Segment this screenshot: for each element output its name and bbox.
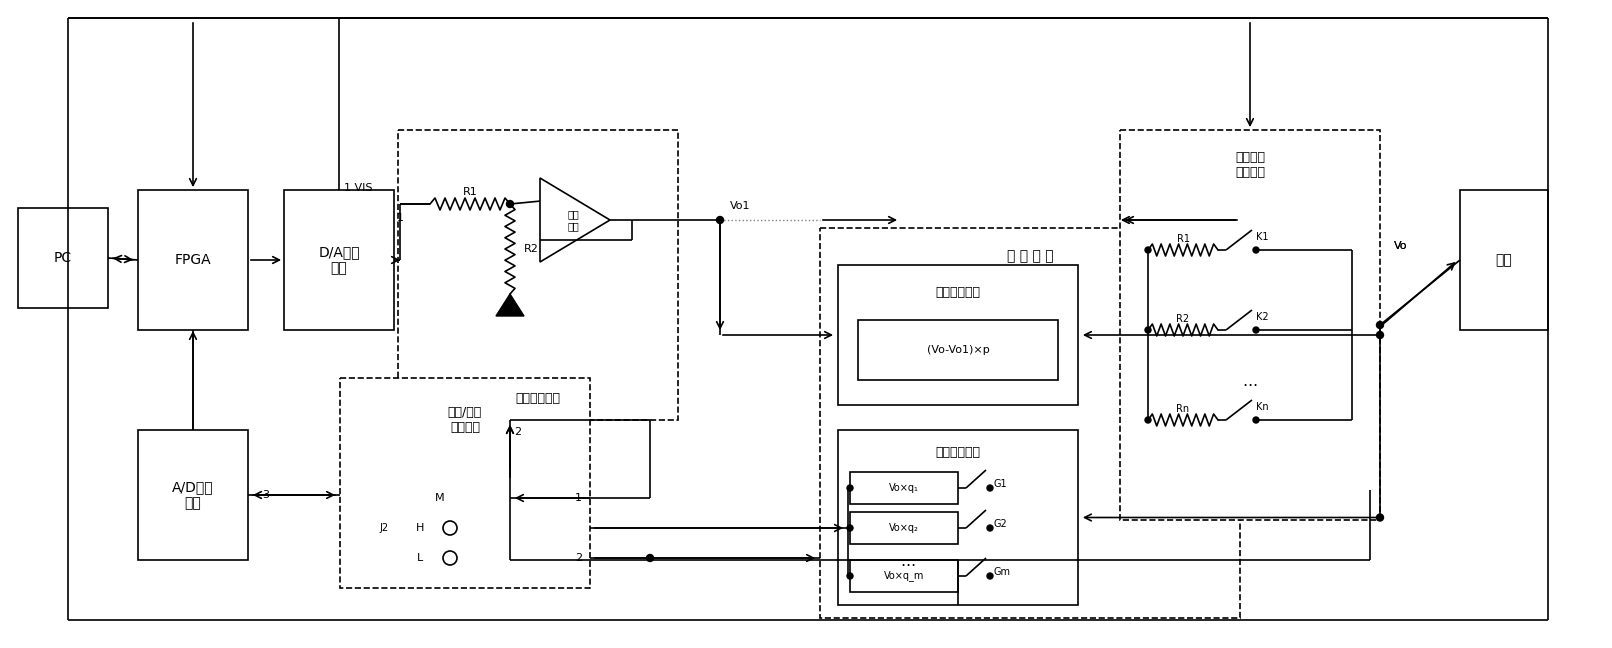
Text: Vo: Vo — [1394, 241, 1407, 251]
Text: D/A转换
模块: D/A转换 模块 — [318, 245, 359, 275]
Text: G1: G1 — [995, 479, 1008, 489]
Text: 电流档位
选择模块: 电流档位 选择模块 — [1235, 151, 1265, 179]
Text: 2: 2 — [514, 427, 521, 437]
Text: Gm: Gm — [995, 567, 1011, 577]
Circle shape — [1253, 327, 1259, 333]
Text: 1: 1 — [397, 213, 403, 223]
Circle shape — [1145, 327, 1151, 333]
Circle shape — [1145, 417, 1151, 423]
Text: 1 VIS: 1 VIS — [343, 183, 372, 193]
Text: …: … — [901, 555, 916, 570]
Bar — [139, 430, 248, 560]
Text: 2: 2 — [575, 553, 582, 563]
Circle shape — [716, 216, 724, 224]
Bar — [850, 512, 958, 544]
Bar — [821, 228, 1240, 618]
Bar — [398, 130, 679, 420]
Circle shape — [987, 573, 993, 579]
Text: 负载: 负载 — [1496, 253, 1512, 267]
Text: 电压采样单元: 电压采样单元 — [935, 446, 980, 459]
Bar — [1120, 130, 1380, 520]
Text: 功率运放模块: 功率运放模块 — [516, 391, 561, 404]
Text: M: M — [435, 493, 445, 503]
Circle shape — [846, 525, 853, 531]
Bar — [18, 208, 108, 308]
Bar — [838, 430, 1078, 605]
Circle shape — [1253, 247, 1259, 253]
Text: 采 样 模 块: 采 样 模 块 — [1006, 249, 1053, 263]
Text: K2: K2 — [1256, 312, 1269, 322]
Bar — [838, 265, 1078, 405]
Circle shape — [1253, 417, 1259, 423]
Text: …: … — [1243, 375, 1257, 389]
Circle shape — [506, 200, 514, 207]
Text: K1: K1 — [1256, 232, 1269, 242]
Text: G2: G2 — [995, 519, 1008, 529]
Text: J2: J2 — [379, 523, 388, 533]
Bar — [858, 320, 1057, 380]
Bar — [850, 472, 958, 504]
Text: Vo×q_m: Vo×q_m — [883, 570, 924, 581]
Text: H: H — [416, 523, 424, 533]
Text: (Vo-Vo1)×p: (Vo-Vo1)×p — [927, 345, 990, 355]
Text: Vo×q₂: Vo×q₂ — [890, 523, 919, 533]
Text: R2: R2 — [524, 244, 538, 254]
Circle shape — [646, 555, 653, 562]
Text: 功率
运放: 功率 运放 — [567, 209, 579, 231]
Text: A/D转换
模块: A/D转换 模块 — [172, 480, 214, 510]
Text: Rn: Rn — [1177, 404, 1190, 414]
Text: Vo: Vo — [1394, 241, 1407, 251]
Bar — [1460, 190, 1548, 330]
Text: 电流采样单元: 电流采样单元 — [935, 286, 980, 299]
Text: R1: R1 — [1177, 234, 1190, 244]
Polygon shape — [496, 294, 524, 316]
Text: L: L — [418, 553, 422, 563]
Text: FPGA: FPGA — [174, 253, 211, 267]
Circle shape — [1145, 247, 1151, 253]
Text: Kn: Kn — [1256, 402, 1269, 412]
Text: 测压/测流
选择模块: 测压/测流 选择模块 — [448, 406, 482, 434]
Circle shape — [846, 485, 853, 491]
Text: R2: R2 — [1177, 314, 1190, 324]
Circle shape — [1377, 514, 1383, 521]
Text: 3: 3 — [263, 490, 269, 500]
Bar — [340, 378, 590, 588]
Text: PC: PC — [53, 251, 73, 265]
Bar — [139, 190, 248, 330]
Circle shape — [987, 485, 993, 491]
Circle shape — [846, 573, 853, 579]
Circle shape — [1377, 321, 1383, 329]
Bar — [284, 190, 393, 330]
Text: R1: R1 — [463, 187, 477, 197]
Circle shape — [987, 525, 993, 531]
Text: Vo×q₁: Vo×q₁ — [890, 483, 919, 493]
Circle shape — [1377, 332, 1383, 338]
Bar — [850, 560, 958, 592]
Text: 1: 1 — [575, 493, 582, 503]
Text: Vo1: Vo1 — [730, 201, 751, 211]
